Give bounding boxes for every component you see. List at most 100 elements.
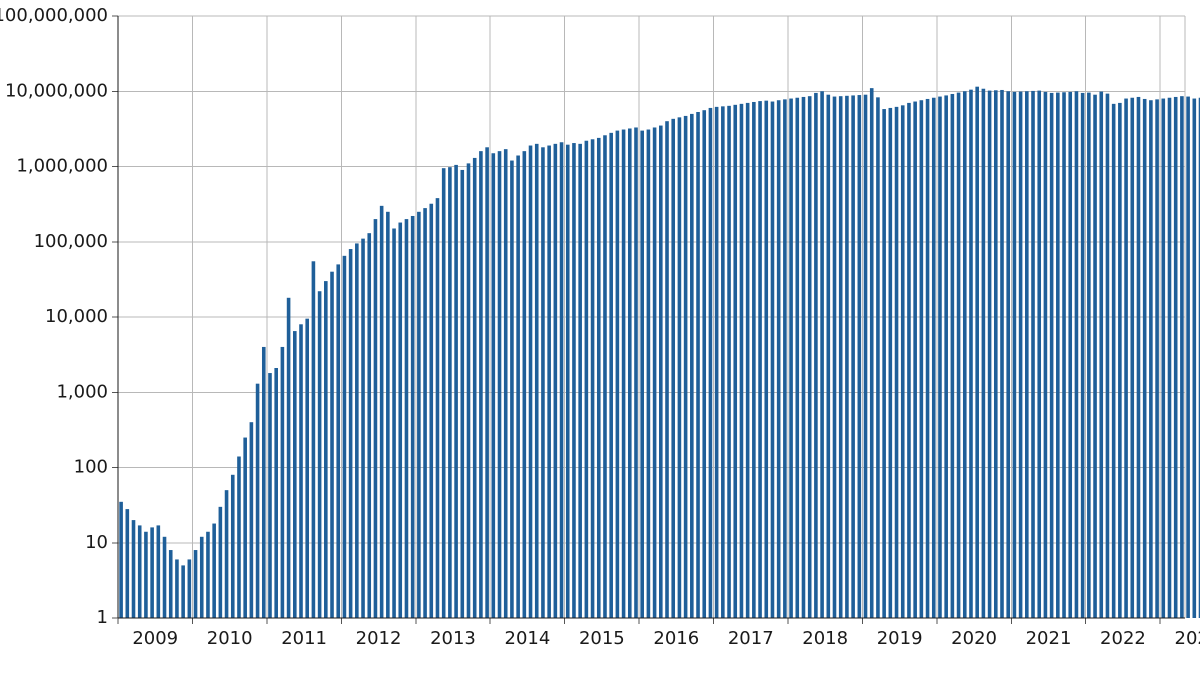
bar bbox=[566, 145, 570, 618]
bar bbox=[312, 261, 316, 618]
bar bbox=[1112, 104, 1116, 618]
bar bbox=[665, 121, 669, 618]
bar bbox=[895, 107, 899, 618]
bar bbox=[870, 88, 874, 618]
bar bbox=[858, 95, 862, 618]
bar bbox=[789, 99, 793, 618]
bar bbox=[696, 112, 700, 618]
bar bbox=[132, 520, 136, 618]
bar bbox=[237, 457, 241, 618]
ytick-label: 10 bbox=[85, 532, 108, 553]
bar bbox=[262, 347, 266, 618]
xtick-label: 2010 bbox=[207, 628, 253, 649]
bar bbox=[833, 97, 837, 618]
bar bbox=[163, 537, 167, 618]
bar bbox=[733, 105, 737, 618]
bar bbox=[392, 228, 396, 618]
bar bbox=[1124, 99, 1128, 618]
bar bbox=[616, 131, 620, 618]
bar bbox=[957, 93, 961, 618]
bar bbox=[231, 475, 235, 618]
bar bbox=[721, 106, 725, 618]
bar bbox=[634, 127, 638, 618]
bar bbox=[572, 143, 576, 618]
ytick-label: 100,000 bbox=[34, 231, 108, 252]
bar bbox=[702, 110, 706, 618]
bar bbox=[839, 96, 843, 618]
bar bbox=[144, 532, 148, 618]
xtick-label: 2022 bbox=[1100, 628, 1146, 649]
bar bbox=[212, 524, 216, 618]
bar bbox=[1056, 93, 1060, 618]
bar bbox=[597, 138, 601, 618]
bar bbox=[690, 114, 694, 618]
bar bbox=[671, 119, 675, 618]
bar bbox=[479, 151, 483, 618]
bar bbox=[901, 105, 905, 618]
bar bbox=[951, 94, 955, 618]
bar bbox=[814, 93, 818, 618]
bar bbox=[529, 146, 533, 618]
bar bbox=[920, 100, 924, 618]
bar bbox=[349, 249, 353, 618]
bar bbox=[281, 347, 285, 618]
bar bbox=[982, 89, 986, 618]
bar bbox=[609, 133, 613, 618]
bar bbox=[138, 525, 142, 618]
bar bbox=[1149, 100, 1153, 618]
bar bbox=[1161, 99, 1165, 618]
bar bbox=[709, 108, 713, 618]
bar bbox=[913, 102, 917, 618]
bar bbox=[808, 96, 812, 618]
bar bbox=[1025, 91, 1029, 618]
bar bbox=[752, 102, 756, 618]
bar bbox=[727, 106, 731, 618]
bar bbox=[1013, 92, 1017, 618]
bar bbox=[1050, 93, 1054, 618]
bar bbox=[150, 527, 154, 618]
log-bar-chart: 1101001,00010,000100,0001,000,00010,000,… bbox=[0, 0, 1200, 675]
bar bbox=[188, 559, 192, 618]
bar bbox=[578, 144, 582, 618]
bar bbox=[889, 108, 893, 618]
bar bbox=[591, 139, 595, 618]
bar bbox=[492, 153, 496, 618]
bar bbox=[336, 264, 340, 618]
ytick-label: 10,000 bbox=[45, 306, 108, 327]
bar bbox=[820, 91, 824, 618]
bar bbox=[504, 149, 508, 618]
bar bbox=[225, 490, 229, 618]
bar bbox=[448, 167, 452, 618]
bar bbox=[746, 103, 750, 618]
bar bbox=[157, 525, 161, 618]
bar bbox=[994, 90, 998, 618]
bar bbox=[560, 142, 564, 618]
bar bbox=[436, 198, 440, 618]
xtick-label: 2016 bbox=[653, 628, 699, 649]
bar bbox=[851, 95, 855, 618]
bar bbox=[175, 559, 179, 618]
bar bbox=[764, 101, 768, 618]
bar bbox=[1062, 92, 1066, 618]
bar bbox=[454, 165, 458, 618]
bar bbox=[1180, 96, 1184, 618]
bar bbox=[777, 100, 781, 618]
ytick-label: 1 bbox=[97, 607, 108, 628]
xtick-label: 2011 bbox=[281, 628, 327, 649]
bar bbox=[299, 324, 303, 618]
bar bbox=[554, 144, 558, 618]
bar bbox=[398, 223, 402, 618]
bar bbox=[510, 161, 514, 618]
xtick-label: 2018 bbox=[802, 628, 848, 649]
bar bbox=[758, 101, 762, 618]
bar bbox=[975, 87, 979, 618]
xtick-label: 2012 bbox=[356, 628, 402, 649]
bar bbox=[1168, 98, 1172, 618]
bar bbox=[1031, 91, 1035, 618]
bar bbox=[1037, 91, 1041, 618]
bar bbox=[640, 131, 644, 618]
bar bbox=[206, 532, 210, 618]
bar bbox=[268, 373, 272, 618]
bar bbox=[181, 565, 185, 618]
bar bbox=[1087, 93, 1091, 618]
